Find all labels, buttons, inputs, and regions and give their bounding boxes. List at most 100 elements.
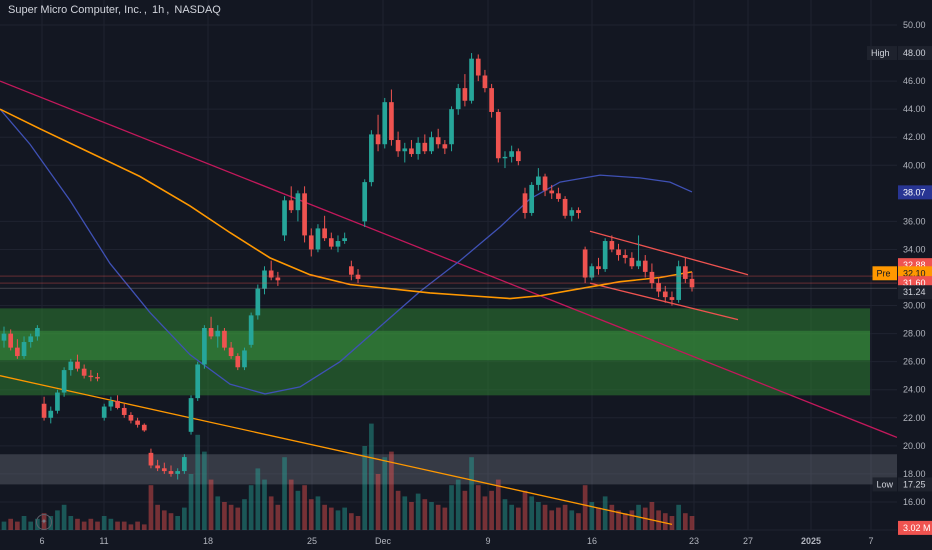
lower-trendline xyxy=(0,375,673,526)
volume-bar xyxy=(8,518,14,530)
y-tick-label: 30.00 xyxy=(903,301,926,311)
candle-body xyxy=(395,140,401,152)
candle-body xyxy=(188,398,194,432)
high-tag-box xyxy=(898,46,932,61)
candle-body xyxy=(21,342,27,357)
y-tick-label: 46.00 xyxy=(903,76,926,86)
candle-body xyxy=(288,200,294,211)
x-tick-label: 23 xyxy=(689,536,699,546)
volume-bar xyxy=(121,521,127,530)
candle-body xyxy=(255,288,261,316)
volume-bar xyxy=(389,451,394,530)
volume-bar xyxy=(342,507,347,530)
candle-body xyxy=(375,134,381,145)
volume-bar xyxy=(429,502,434,530)
candle-body xyxy=(542,176,548,191)
moving-average-slow xyxy=(0,108,693,300)
volume-bar xyxy=(148,485,154,530)
volume-bar xyxy=(515,507,521,530)
volume-bar xyxy=(168,513,174,530)
candle-body xyxy=(328,238,334,247)
volume-bar xyxy=(275,504,281,530)
volume-bar xyxy=(556,507,561,530)
high-tag-label-box xyxy=(867,46,897,61)
candle-body xyxy=(609,241,615,250)
y-tick-label: 26.00 xyxy=(903,357,926,367)
y-tick-label: 28.00 xyxy=(903,329,926,339)
volume-bar xyxy=(422,499,428,530)
price-tag-3-box xyxy=(898,285,932,300)
volume-bar xyxy=(128,524,134,530)
volume-bar xyxy=(522,490,528,530)
volume-bar xyxy=(509,504,514,530)
candle-body xyxy=(141,424,147,431)
candle-body xyxy=(182,457,187,472)
volume-bar xyxy=(308,499,314,530)
candle-body xyxy=(415,142,421,155)
y-tick-label: 42.00 xyxy=(903,132,926,142)
volume-bar xyxy=(235,507,241,530)
volume-bar xyxy=(569,510,575,530)
candle-body xyxy=(55,392,60,411)
candle-body xyxy=(215,330,221,337)
candle-body xyxy=(556,193,561,199)
volume-bar xyxy=(101,516,107,530)
volume-bar xyxy=(81,521,87,530)
candle-body xyxy=(482,75,488,89)
candle-body xyxy=(208,328,214,337)
volume-bar xyxy=(202,451,207,530)
candle-body xyxy=(475,58,481,76)
candle-body xyxy=(569,210,575,216)
x-tick-label: 18 xyxy=(203,536,213,546)
candle-body xyxy=(622,255,628,258)
y-tick-label: 16.00 xyxy=(903,497,926,507)
volume-bar xyxy=(589,502,595,530)
low-tag-label-box xyxy=(872,477,897,492)
symbol-name: Super Micro Computer, Inc. xyxy=(8,4,142,16)
volume-bar xyxy=(135,521,140,530)
candle-body xyxy=(242,350,247,368)
candle-body xyxy=(48,410,54,418)
y-tick-label: 20.00 xyxy=(903,441,926,451)
channel-upper-line xyxy=(589,230,749,276)
volume-bar xyxy=(495,479,501,530)
candle-body xyxy=(489,88,494,112)
volume-bar xyxy=(222,502,227,530)
candle-body xyxy=(409,148,414,155)
volume-bar xyxy=(676,504,681,530)
candle-body xyxy=(322,228,327,239)
candle-body xyxy=(369,134,374,183)
volume-bar xyxy=(215,496,221,530)
volume-bar xyxy=(322,504,327,530)
pre-tag-label-box xyxy=(872,266,897,281)
candle-body xyxy=(222,330,227,348)
channel-lower-line xyxy=(589,282,739,321)
volume-bar xyxy=(141,524,147,530)
volume-bar xyxy=(255,468,261,530)
low-tag-box xyxy=(898,477,932,492)
candle-body xyxy=(576,210,581,213)
volume-bar xyxy=(302,485,307,530)
candle-body xyxy=(1,333,7,341)
volume-bar xyxy=(609,504,615,530)
x-tick-label: 2025 xyxy=(801,536,821,546)
volume-bar xyxy=(415,493,421,530)
volume-bar xyxy=(669,516,675,530)
volume-bar xyxy=(335,510,341,530)
volume-bar xyxy=(362,446,368,530)
volume-bar xyxy=(61,504,67,530)
x-tick-label: 25 xyxy=(307,536,317,546)
candle-body xyxy=(562,198,568,216)
candle-body xyxy=(195,364,201,399)
volume-bar xyxy=(442,507,448,530)
x-tick-label: 6 xyxy=(39,536,44,546)
candle-body xyxy=(669,297,675,300)
candle-body xyxy=(682,266,688,279)
tradingview-logo-icon[interactable]: ✦ xyxy=(36,514,52,530)
candle-body xyxy=(335,241,341,247)
candle-body xyxy=(589,266,595,278)
candle-body xyxy=(121,407,127,415)
volume-bar xyxy=(242,499,247,530)
interval-label: 1h xyxy=(152,4,165,16)
